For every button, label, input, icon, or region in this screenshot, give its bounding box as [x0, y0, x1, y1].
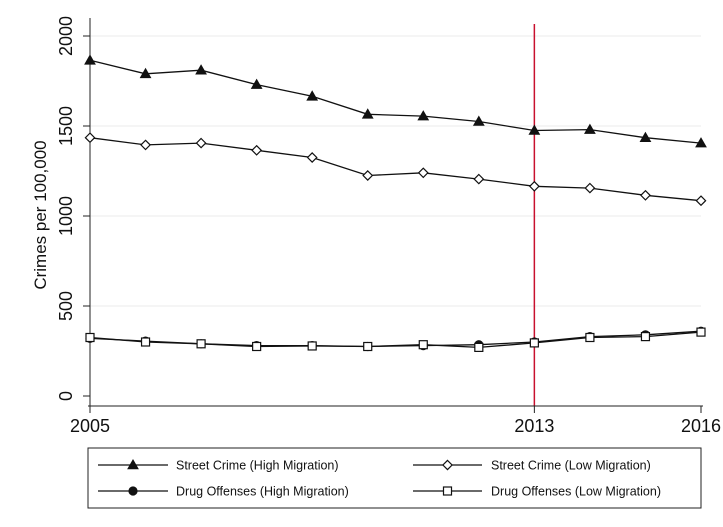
data-point-triangle — [306, 90, 319, 101]
legend-circle-icon — [128, 486, 138, 496]
series-line — [89, 137, 702, 202]
legend-label: Street Crime (High Migration) — [176, 459, 339, 473]
legend-square-icon — [442, 486, 453, 496]
data-point-triangle — [195, 64, 207, 75]
y-tick-label: 1000 — [56, 196, 76, 236]
x-tick-label: 2013 — [514, 416, 554, 436]
legend-label: Street Crime (Low Migration) — [491, 459, 651, 473]
y-tick-label: 0 — [56, 391, 76, 401]
grid — [90, 24, 701, 406]
legend-label: Drug Offenses (High Migration) — [176, 485, 349, 499]
y-tick-label: 500 — [56, 291, 76, 321]
series-lines — [84, 54, 707, 352]
series-line — [89, 330, 702, 348]
data-point-square — [585, 332, 595, 343]
data-point-diamond — [473, 173, 485, 185]
data-point-triangle — [139, 67, 152, 79]
series-triangle — [84, 54, 707, 148]
legend-item: Drug Offenses (High Migration) — [98, 485, 349, 499]
series-diamond — [84, 132, 707, 207]
legend-item: Street Crime (Low Migration) — [413, 459, 651, 473]
data-point-diamond — [362, 170, 374, 181]
data-point-square — [363, 341, 373, 352]
y-tick-label: 1500 — [56, 106, 76, 146]
data-point-triangle — [584, 123, 596, 134]
data-point-triangle — [417, 110, 430, 121]
data-point-triangle — [528, 124, 541, 135]
data-point-square — [252, 341, 262, 352]
data-point-triangle — [472, 115, 485, 126]
data-point-triangle — [639, 131, 652, 143]
legend-item: Drug Offenses (Low Migration) — [413, 485, 661, 499]
data-point-square — [85, 332, 95, 343]
data-point-triangle — [84, 54, 96, 65]
data-point-triangle — [361, 108, 374, 119]
data-point-triangle — [695, 137, 707, 148]
data-point-square — [696, 327, 706, 337]
series-square — [85, 327, 706, 352]
y-axis-title: Crimes per 100,000 — [31, 140, 50, 289]
data-point-square — [196, 339, 206, 349]
series-line — [89, 331, 702, 349]
x-tick-label: 2016 — [681, 416, 721, 436]
data-point-square — [640, 332, 651, 342]
data-point-diamond — [84, 132, 96, 144]
series-circle — [85, 326, 706, 352]
data-point-diamond — [306, 152, 318, 163]
x-tick-label: 2005 — [70, 416, 110, 436]
legend: Street Crime (High Migration) Street Crim… — [87, 447, 702, 509]
series-line — [89, 59, 702, 144]
data-point-diamond — [195, 137, 207, 149]
data-point-square — [307, 341, 317, 351]
tick-labels: 0 500 1000 1500 2000 2005 2013 2016 — [56, 16, 721, 436]
legend-triangle-icon — [127, 458, 139, 470]
legend-item: Street Crime (High Migration) — [98, 459, 339, 473]
data-point-triangle — [250, 78, 263, 89]
data-point-square — [474, 342, 484, 352]
data-point-square — [140, 337, 151, 347]
legend-box — [87, 447, 702, 509]
data-point-diamond — [640, 189, 651, 201]
data-point-diamond — [528, 180, 540, 192]
data-point-diamond — [584, 182, 596, 194]
data-point-diamond — [140, 139, 151, 151]
data-point-square — [418, 340, 428, 350]
data-point-diamond — [251, 144, 263, 156]
data-point-diamond — [417, 167, 429, 179]
data-point-diamond — [695, 195, 707, 207]
legend-diamond-icon — [442, 459, 453, 471]
data-point-square — [529, 338, 539, 348]
legend-label: Drug Offenses (Low Migration) — [491, 485, 661, 499]
y-tick-label: 2000 — [56, 16, 76, 56]
